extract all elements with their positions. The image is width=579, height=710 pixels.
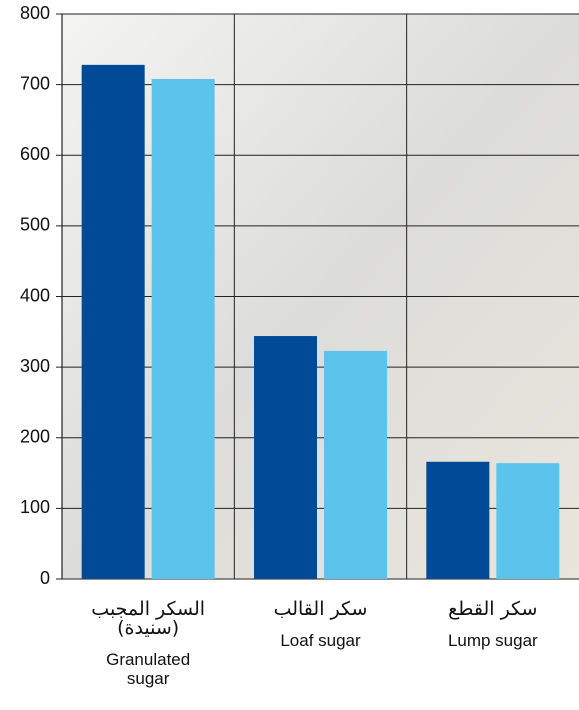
bar — [151, 78, 215, 579]
bar — [324, 350, 387, 579]
x-tick-label-arabic: سكر القالب — [273, 598, 368, 620]
x-tick-label-arabic: السكر المجبب (سنيدة) — [91, 598, 206, 639]
x-tick-label: Lump sugar — [447, 631, 538, 650]
y-tick-label: 700 — [20, 73, 50, 93]
bar — [426, 461, 490, 579]
y-tick-label: 300 — [20, 356, 50, 376]
y-tick-label: 600 — [20, 144, 50, 164]
x-tick-label: Loaf sugar — [280, 631, 361, 650]
bar — [254, 336, 317, 579]
x-tick-label-arabic: سكر القطع — [448, 598, 538, 620]
y-tick-label: 500 — [20, 215, 50, 235]
y-tick-label: 400 — [20, 285, 50, 305]
x-tick-label: Granulated sugar — [106, 650, 191, 688]
y-tick-label: 200 — [20, 427, 50, 447]
y-tick-label: 0 — [40, 568, 50, 588]
y-tick-label: 800 — [20, 3, 50, 23]
y-tick-label: 100 — [20, 497, 50, 517]
bar — [496, 463, 560, 579]
bar — [81, 64, 145, 580]
